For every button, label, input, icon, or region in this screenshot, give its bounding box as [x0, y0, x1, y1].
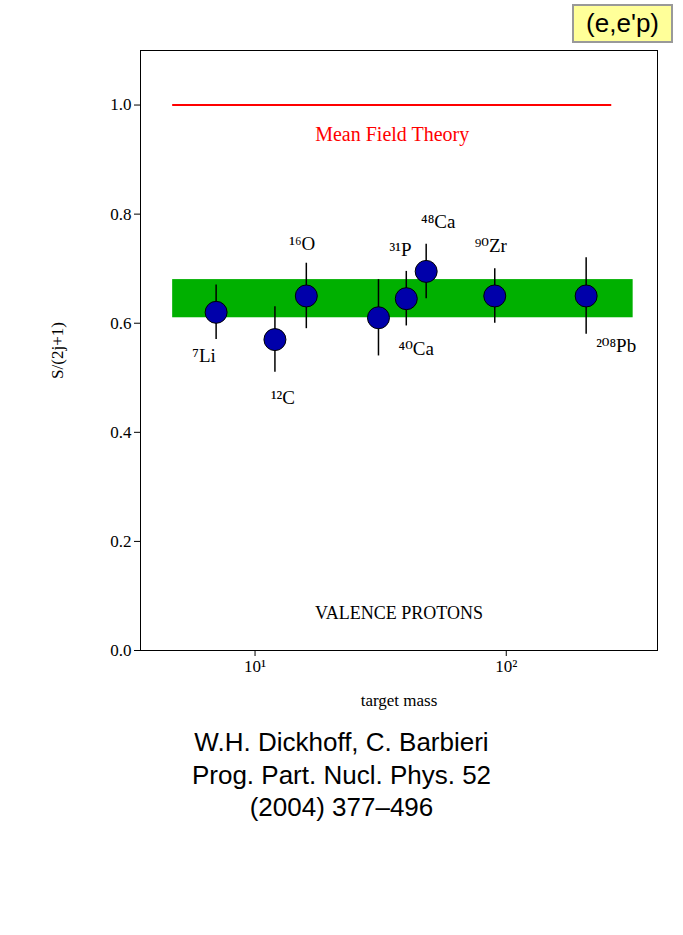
html-text:(2004) 377–496: (2004) 377–496 — [249, 792, 434, 822]
svg-text:10¹: 10¹ — [244, 657, 266, 676]
svg-text:⁹⁰Zr: ⁹⁰Zr — [475, 235, 508, 256]
svg-text:³¹P: ³¹P — [389, 239, 411, 260]
svg-text:10²: 10² — [495, 657, 517, 676]
svg-text:VALENCE PROTONS: VALENCE PROTONS — [315, 603, 483, 623]
svg-text:Mean Field Theory: Mean Field Theory — [315, 123, 469, 146]
svg-text:0.2: 0.2 — [110, 532, 131, 551]
svg-text:target mass: target mass — [361, 691, 438, 710]
svg-text:0.0: 0.0 — [110, 641, 131, 660]
svg-text:²⁰⁸Pb: ²⁰⁸Pb — [596, 335, 636, 356]
svg-text:S/(2j+1): S/(2j+1) — [48, 322, 67, 379]
svg-text:¹²C: ¹²C — [271, 387, 295, 408]
svg-text:0.6: 0.6 — [110, 314, 131, 333]
svg-text:⁴⁰Ca: ⁴⁰Ca — [399, 338, 435, 359]
svg-text:0.8: 0.8 — [110, 205, 131, 224]
svg-text:⁷Li: ⁷Li — [192, 345, 216, 366]
html-text:W.H. Dickhoff, C. Barbieri: W.H. Dickhoff, C. Barbieri — [194, 727, 489, 757]
html-text:Prog. Part. Nucl. Phys. 52: Prog. Part. Nucl. Phys. 52 — [191, 759, 492, 790]
svg-text:1.0: 1.0 — [110, 95, 131, 114]
svg-text:⁴⁸Ca: ⁴⁸Ca — [421, 210, 456, 231]
svg-text:0.4: 0.4 — [110, 423, 132, 442]
html-text:(e,e'p): (e,e'p) — [586, 8, 659, 38]
svg-text:¹⁶O: ¹⁶O — [289, 233, 315, 254]
